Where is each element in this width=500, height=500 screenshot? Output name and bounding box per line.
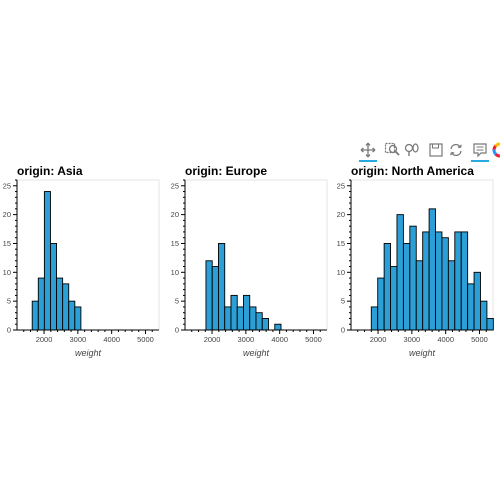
x-tick-label: 4000 [437,335,454,344]
histogram-bar [441,237,449,331]
y-tick-label: 20 [171,210,179,219]
y-tick-label: 15 [337,239,345,248]
histogram-chart-north-america: origin: North America 0 5 10 15 20 25 2000 3000 4… [337,164,494,358]
x-axis-label: weight [243,348,270,358]
histogram-bar [243,294,251,331]
histogram-bar [230,294,238,331]
x-tick-label: 2000 [370,335,387,344]
y-tick-label: 10 [337,268,345,277]
chart-title: origin: Asia [17,164,83,178]
x-tick-label: 4000 [103,335,120,344]
x-tick-label: 5000 [137,335,154,344]
reset-icon [450,143,462,157]
x-tick-label: 3000 [238,335,255,344]
pan-icon [360,142,376,158]
histogram-bar [62,283,70,331]
histogram-bar [261,318,269,331]
y-tick-label: 0 [341,326,345,335]
histogram-bar [415,260,424,331]
histogram-bar [37,277,45,331]
bokeh-logo-link[interactable] [492,141,500,159]
histogram-bar [473,271,481,331]
histogram-bar [370,306,379,331]
hover-tool-button[interactable] [471,141,489,162]
histogram-bar [205,260,213,331]
y-tick-label: 20 [337,210,345,219]
histogram-bar [435,231,443,331]
y-tick-label: 25 [3,181,11,190]
x-axis-label: weight [409,348,436,358]
y-tick-label: 5 [175,297,179,306]
histogram-bar [480,300,488,331]
histogram-bar [377,277,385,331]
histogram-bar [31,300,39,331]
histogram-bar [255,312,263,331]
histogram-bar [402,243,411,331]
y-tick-label: 0 [7,326,11,335]
hover-icon [473,143,487,158]
histogram-bar [218,243,226,331]
histogram-bar [249,306,257,331]
chart-title: origin: North America [351,164,474,178]
x-tick-label: 5000 [305,335,322,344]
histogram-bar [409,225,417,331]
histogram-chart-asia: origin: Asia 0 5 10 15 20 25 2000 3000 4000 5000 we… [3,164,160,358]
y-tick-label: 5 [341,297,345,306]
histogram-bar [486,318,494,331]
y-tick-label: 10 [171,268,179,277]
histogram-bar [224,306,232,331]
x-axis-label: weight [75,348,102,358]
save-tool-button[interactable] [428,141,444,159]
histogram-bar [428,208,436,331]
x-tick-label: 4000 [271,335,288,344]
plot-toolbar [359,140,500,162]
histogram-bar [50,243,58,331]
box-zoom-tool-button[interactable] [384,141,400,159]
save-icon [429,143,443,157]
wheel-zoom-tool-button[interactable] [404,141,420,159]
histogram-bar [74,306,82,331]
histogram-chart-europe: origin: Europe 0 5 10 15 20 25 2000 3000 4000 5000… [171,164,328,358]
x-tick-label: 3000 [70,335,87,344]
histogram-bar [467,283,475,331]
y-tick-label: 15 [3,239,11,248]
histogram-bar [211,266,219,331]
histogram-bar [460,231,469,331]
y-tick-label: 15 [171,239,179,248]
histogram-bar [422,231,430,331]
x-tick-label: 3000 [404,335,421,344]
histogram-bar [236,306,244,331]
y-tick-label: 10 [3,268,11,277]
histogram-bar [68,300,76,331]
pan-tool-button[interactable] [359,141,377,162]
x-tick-label: 5000 [471,335,488,344]
histogram-bar [274,323,282,331]
histogram-bar [396,214,404,331]
y-tick-label: 5 [7,297,11,306]
y-tick-label: 20 [3,210,11,219]
histogram-bar [56,277,64,331]
histogram-bar [43,191,51,331]
box-zoom-icon [384,142,400,156]
x-tick-label: 2000 [204,335,221,344]
reset-tool-button[interactable] [448,141,464,159]
histogram-bar [390,266,398,331]
y-tick-label: 0 [175,326,179,335]
histogram-bar [454,231,462,331]
chart-title: origin: Europe [185,164,267,178]
histogram-bar [447,260,456,331]
y-tick-label: 25 [171,181,179,190]
wheel-zoom-icon [404,143,419,156]
y-tick-label: 25 [337,181,345,190]
histogram-bar [383,243,392,331]
x-tick-label: 2000 [36,335,53,344]
bokeh-logo-icon [492,142,500,158]
